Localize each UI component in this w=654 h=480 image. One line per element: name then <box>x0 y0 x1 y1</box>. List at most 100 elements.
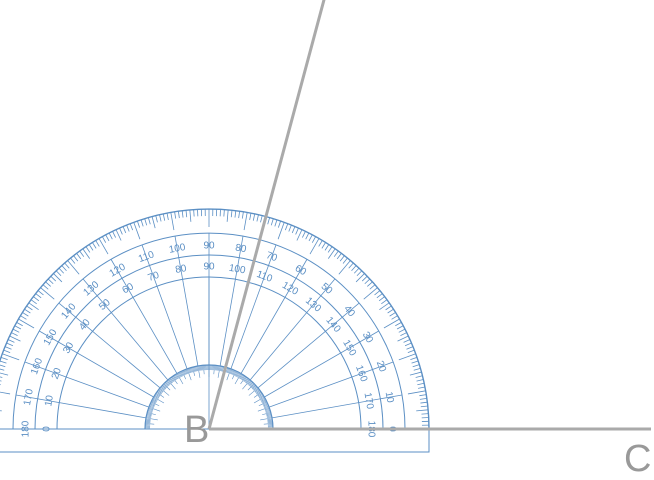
hub-tick <box>261 398 265 400</box>
degree-tick <box>46 282 51 287</box>
degree-tick <box>48 279 53 284</box>
outer-scale-label: 170 <box>22 388 36 407</box>
hub-tick <box>153 398 157 400</box>
degree-tick <box>364 288 378 300</box>
degree-tick <box>417 383 424 384</box>
hub-tick <box>146 420 151 421</box>
degree-tick <box>96 240 100 246</box>
degree-tick <box>0 365 5 367</box>
degree-tick <box>11 333 17 336</box>
outer-scale-label: 30 <box>360 330 375 346</box>
outer-scale-label: 70 <box>264 250 279 264</box>
outer-scale-label: 80 <box>234 243 247 256</box>
hub-tick <box>179 372 181 376</box>
hub-tick <box>264 423 273 424</box>
degree-tick <box>357 271 362 276</box>
degree-tick <box>77 253 81 259</box>
hub-tick <box>216 365 217 370</box>
vertex-label-b: B <box>184 409 209 451</box>
degree-tick <box>0 410 2 411</box>
degree-tick <box>175 212 176 219</box>
degree-tick <box>120 228 123 234</box>
degree-tick <box>406 347 412 350</box>
protractor-base-rect <box>0 429 429 452</box>
degree-tick <box>349 263 354 268</box>
protractor-spoke <box>39 331 153 397</box>
hub-tick <box>202 365 203 370</box>
degree-tick <box>271 219 273 226</box>
hub-tick <box>267 420 272 421</box>
degree-tick <box>65 263 70 268</box>
degree-tick <box>99 238 108 254</box>
hub-tick <box>268 421 273 422</box>
degree-tick <box>420 398 427 399</box>
hub-tick <box>217 366 218 371</box>
degree-tick <box>417 380 424 382</box>
degree-tick <box>0 391 10 394</box>
outer-scale-label: 100 <box>168 242 187 256</box>
degree-tick <box>15 326 21 329</box>
hub-tick <box>214 365 215 374</box>
degree-tick <box>268 218 270 225</box>
degree-tick <box>130 224 133 231</box>
degree-tick <box>59 268 64 273</box>
inner-scale-label: 50 <box>97 297 113 313</box>
degree-tick <box>86 247 90 253</box>
degree-tick <box>242 212 243 219</box>
inner-scale-label: 40 <box>77 317 93 333</box>
hub-tick <box>267 417 272 418</box>
degree-tick <box>190 210 191 222</box>
degree-tick <box>310 238 319 254</box>
degree-tick <box>408 391 426 394</box>
hub-tick <box>260 418 272 420</box>
degree-tick <box>319 240 323 246</box>
hub-tick <box>267 419 272 420</box>
hub-tick <box>180 372 182 376</box>
degree-tick <box>127 225 130 231</box>
degree-tick <box>113 231 116 237</box>
degree-tick <box>62 266 67 271</box>
degree-tick <box>156 216 158 223</box>
outer-scale-label: 110 <box>137 249 156 265</box>
degree-tick <box>24 309 30 313</box>
degree-tick <box>309 235 312 241</box>
degree-tick <box>339 260 351 274</box>
degree-tick <box>397 326 403 329</box>
hub-tick <box>238 373 240 377</box>
degree-tick <box>414 368 421 370</box>
degree-tick <box>36 294 42 298</box>
degree-tick <box>33 297 39 301</box>
degree-tick <box>167 213 168 220</box>
degree-tick <box>410 372 422 375</box>
degree-tick <box>278 221 280 228</box>
hub-tick <box>146 418 158 420</box>
outer-scale-label: 20 <box>374 359 388 374</box>
hub-tick <box>200 366 201 371</box>
degree-tick <box>171 212 174 230</box>
degree-tick <box>235 211 236 218</box>
hub-tick <box>268 422 273 423</box>
inner-scale-label: 60 <box>121 281 137 296</box>
protractor-spoke <box>111 259 177 373</box>
degree-tick <box>53 273 61 281</box>
hub-tick <box>198 366 200 378</box>
degree-tick <box>123 226 126 232</box>
inner-scale-label: 150 <box>340 338 358 358</box>
inner-scale-label: 20 <box>50 366 64 381</box>
degree-tick <box>420 402 427 403</box>
inner-scale-label: 30 <box>61 340 76 356</box>
degree-tick <box>38 291 43 295</box>
outer-scale-label: 40 <box>341 304 357 320</box>
hub-tick <box>221 366 222 371</box>
hub-tick <box>146 419 151 420</box>
degree-tick <box>92 242 96 248</box>
degree-tick <box>231 210 232 217</box>
degree-tick <box>399 329 405 332</box>
degree-tick <box>261 216 263 223</box>
degree-tick <box>404 340 410 343</box>
hub-tick <box>145 421 150 422</box>
hub-tick <box>203 365 204 374</box>
degree-tick <box>141 220 143 227</box>
degree-tick <box>296 228 299 234</box>
degree-tick <box>40 288 54 300</box>
